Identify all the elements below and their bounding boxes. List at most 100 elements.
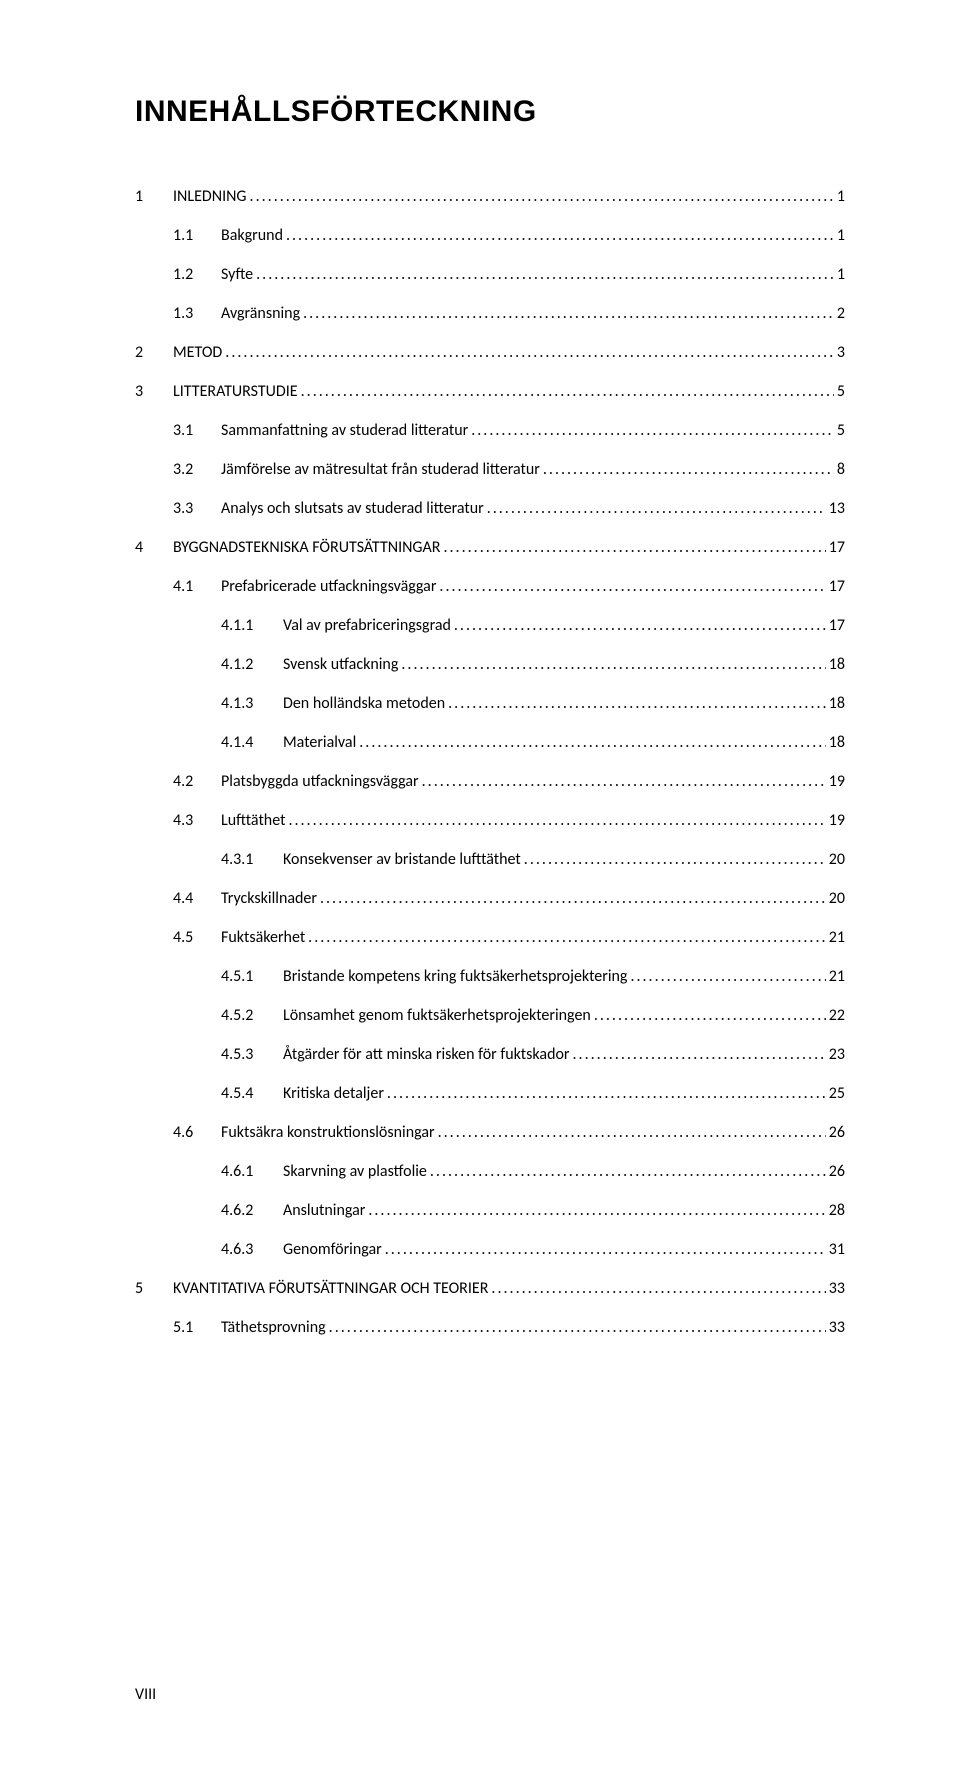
toc-entry-page: 5 [837,423,845,439]
toc-entry-number: 1 [135,189,173,205]
toc-entry-page: 26 [829,1125,845,1141]
toc-entry-label: Fuktsäkerhet [221,930,305,946]
toc-entry-page: 21 [829,969,845,985]
toc-entry-label: INLEDNING [173,189,247,205]
toc-leader-dots [443,540,825,556]
toc-entry-label: Prefabricerade utfackningsväggar [221,579,436,595]
toc-entry: 4.5.2Lönsamhet genom fuktsäkerhetsprojek… [135,1008,845,1024]
toc-entry-label: Avgränsning [221,306,300,322]
toc-entry-number: 4.2 [173,774,221,790]
toc-leader-dots [286,228,834,244]
toc-entry: 3.1Sammanfattning av studerad litteratur… [135,423,845,439]
toc-entry: 1INLEDNING1 [135,189,845,205]
toc-entry: 3.2Jämförelse av mätresultat från studer… [135,462,845,478]
toc-entry-number: 4.1.1 [221,618,283,634]
toc-entry-label: Platsbyggda utfackningsväggar [221,774,419,790]
toc-leader-dots [471,423,834,439]
toc-leader-dots [438,1125,826,1141]
toc-entry-page: 22 [829,1008,845,1024]
toc-entry-label: Kritiska detaljer [283,1086,384,1102]
toc-entry-number: 4 [135,540,173,556]
document-title: INNEHÅLLSFÖRTECKNING [135,95,845,129]
toc-entry: 2METOD3 [135,345,845,361]
toc-leader-dots [301,384,834,400]
toc-entry-number: 4.4 [173,891,221,907]
toc-entry-page: 1 [837,189,845,205]
toc-entry-page: 13 [829,501,845,517]
toc-entry-label: Skarvning av plastfolie [283,1164,427,1180]
toc-leader-dots [225,345,834,361]
toc-leader-dots [487,501,826,517]
toc-entry-label: Fuktsäkra konstruktionslösningar [221,1125,435,1141]
toc-entry: 4.1Prefabricerade utfackningsväggar 17 [135,579,845,595]
toc-leader-dots [401,657,825,673]
toc-leader-dots [359,735,826,751]
toc-leader-dots [368,1203,825,1219]
toc-leader-dots [491,1281,825,1297]
toc-entry: 4.6.3Genomföringar31 [135,1242,845,1258]
toc-entry-number: 4.1 [173,579,221,595]
toc-entry-number: 4.3.1 [221,852,283,868]
toc-entry: 1.3Avgränsning 2 [135,306,845,322]
toc-entry-page: 2 [837,306,845,322]
toc-entry-page: 1 [837,228,845,244]
toc-entry-label: Anslutningar [283,1203,365,1219]
toc-entry-label: Täthetsprovning [221,1320,326,1336]
toc-entry-label: Analys och slutsats av studerad litterat… [221,501,484,517]
toc-entry: 1.1Bakgrund1 [135,228,845,244]
toc-leader-dots [630,969,825,985]
toc-entry-page: 1 [837,267,845,283]
toc-entry-page: 19 [829,774,845,790]
toc-leader-dots [524,852,826,868]
toc-leader-dots [250,189,834,205]
toc-entry-label: Sammanfattning av studerad litteratur [221,423,468,439]
toc-entry: 3.3Analys och slutsats av studerad litte… [135,501,845,517]
toc-entry-label: Materialval [283,735,356,751]
toc-entry-number: 1.2 [173,267,221,283]
toc-entry-label: Lönsamhet genom fuktsäkerhetsprojekterin… [283,1008,591,1024]
toc-leader-dots [385,1242,826,1258]
toc-entry: 4.1.4Materialval18 [135,735,845,751]
toc-entry-label: Bristande kompetens kring fuktsäkerhetsp… [283,969,627,985]
toc-entry-number: 4.6.1 [221,1164,283,1180]
toc-entry-page: 17 [829,540,845,556]
toc-leader-dots [320,891,826,907]
toc-entry: 4.5.4Kritiska detaljer25 [135,1086,845,1102]
toc-leader-dots [573,1047,826,1063]
toc-entry: 4.5Fuktsäkerhet21 [135,930,845,946]
toc-entry-page: 18 [829,735,845,751]
toc-leader-dots [543,462,834,478]
toc-entry-number: 4.1.2 [221,657,283,673]
toc-entry-page: 33 [829,1320,845,1336]
toc-entry-page: 17 [829,579,845,595]
toc-entry: 4.3.1Konsekvenser av bristande lufttäthe… [135,852,845,868]
toc-leader-dots [256,267,834,283]
toc-entry: 4.1.1Val av prefabriceringsgrad17 [135,618,845,634]
toc-entry-label: Åtgärder för att minska risken för fukts… [283,1047,570,1063]
toc-entry-label: KVANTITATIVA FÖRUTSÄTTNINGAR OCH TEORIER [173,1281,488,1297]
toc-entry-label: Val av prefabriceringsgrad [283,618,451,634]
toc-leader-dots [448,696,826,712]
table-of-contents: 1INLEDNING11.1Bakgrund11.2Syfte11.3Avgrä… [135,189,845,1336]
toc-entry: 5.1Täthetsprovning 33 [135,1320,845,1336]
toc-entry-page: 20 [829,852,845,868]
toc-leader-dots [387,1086,826,1102]
toc-entry-number: 4.5 [173,930,221,946]
toc-entry: 4.4Tryckskillnader 20 [135,891,845,907]
toc-entry-label: Konsekvenser av bristande lufttäthet [283,852,521,868]
toc-entry: 4.5.1Bristande kompetens kring fuktsäker… [135,969,845,985]
toc-leader-dots [454,618,826,634]
toc-entry-page: 18 [829,657,845,673]
toc-entry-number: 5 [135,1281,173,1297]
toc-entry-number: 1.3 [173,306,221,322]
toc-entry-label: Tryckskillnader [221,891,317,907]
toc-entry-number: 4.3 [173,813,221,829]
toc-entry: 1.2Syfte1 [135,267,845,283]
toc-entry-page: 8 [837,462,845,478]
toc-entry-number: 5.1 [173,1320,221,1336]
toc-entry-label: Lufttäthet [221,813,285,829]
toc-entry-page: 20 [829,891,845,907]
toc-entry-number: 4.5.1 [221,969,283,985]
toc-leader-dots [439,579,825,595]
toc-entry-page: 26 [829,1164,845,1180]
